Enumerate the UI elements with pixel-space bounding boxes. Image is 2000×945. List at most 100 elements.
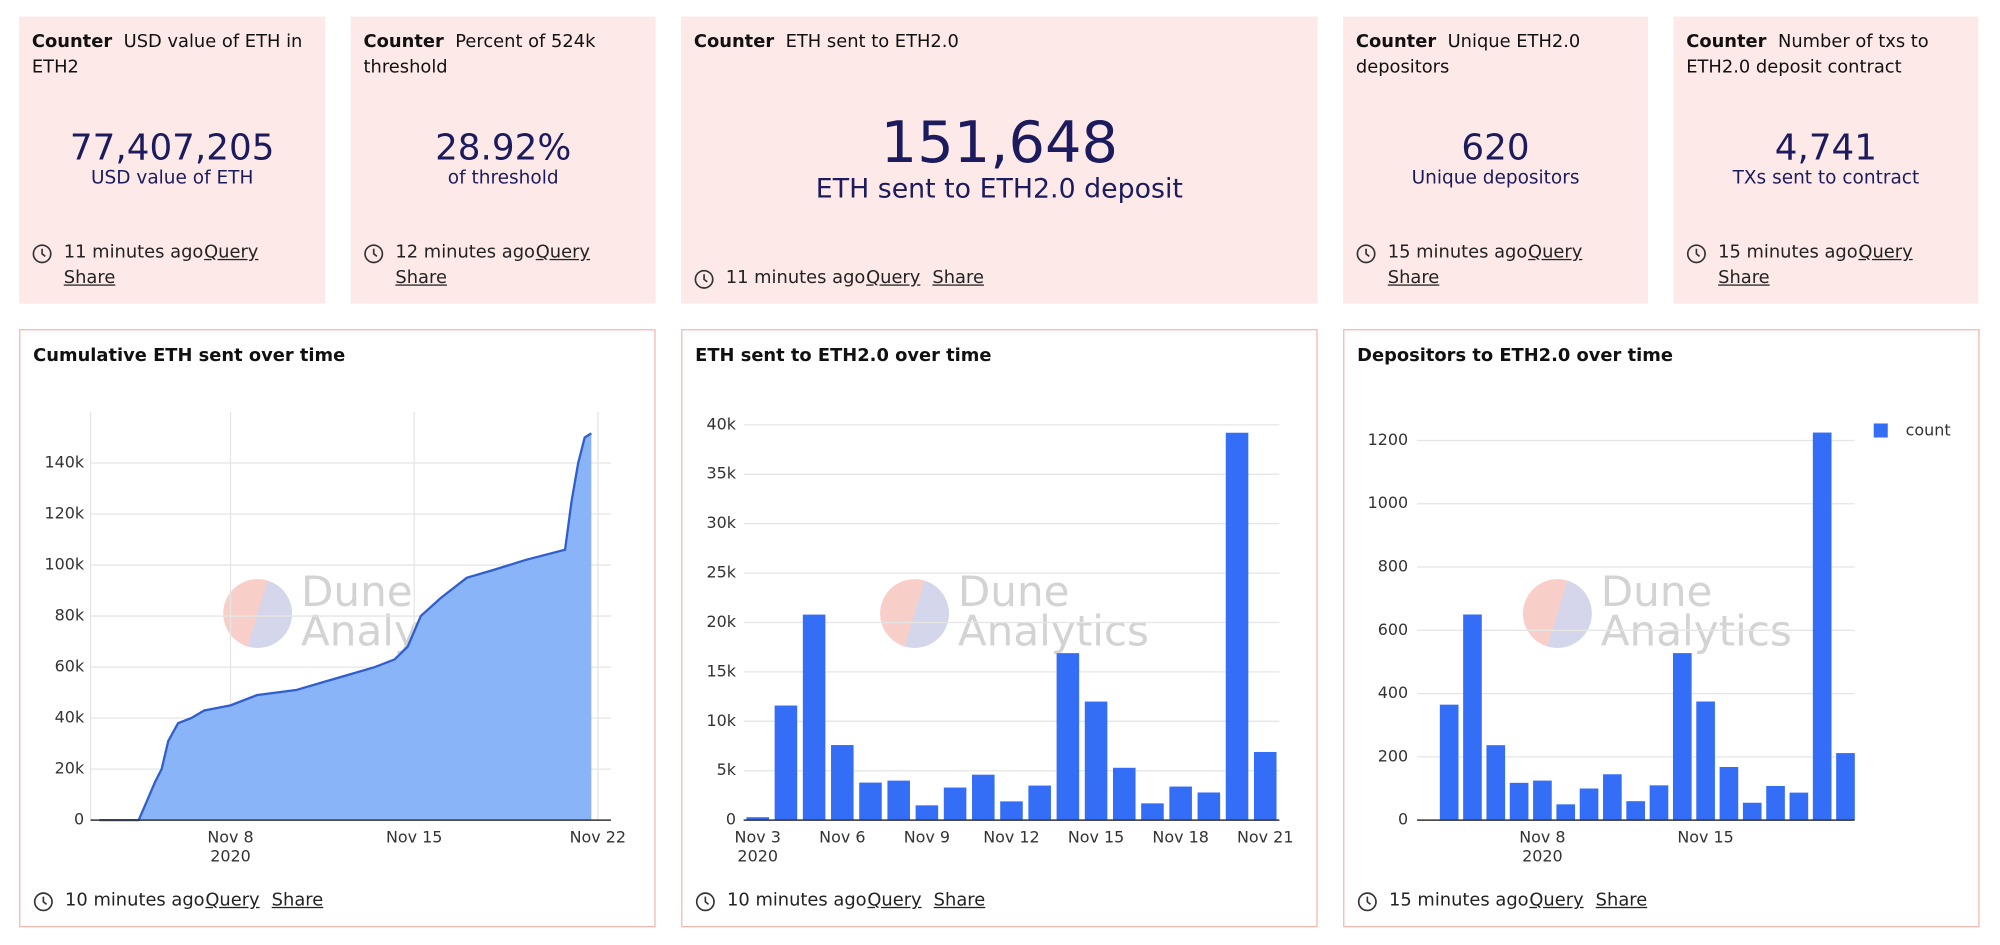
counter-title: Counter ETH sent to ETH2.0 bbox=[694, 29, 1305, 55]
counter-card: Counter Unique ETH2.0 depositors 620 Unique… bbox=[1343, 16, 1648, 304]
share-link[interactable]: Share bbox=[63, 267, 116, 289]
watermark-text: Analytics bbox=[958, 606, 1149, 655]
y-tick-label: 20k bbox=[55, 759, 85, 778]
counter-caption: of threshold bbox=[447, 168, 559, 189]
y-tick-label: 30k bbox=[706, 513, 736, 532]
x-tick-label: Nov 21 bbox=[1237, 828, 1293, 847]
y-tick-label: 800 bbox=[1378, 557, 1408, 576]
share-link[interactable]: Share bbox=[933, 890, 986, 911]
y-tick-label: 1000 bbox=[1368, 493, 1409, 512]
y-tick-label: 1200 bbox=[1368, 430, 1409, 449]
bar bbox=[1225, 432, 1249, 821]
y-tick-label: 200 bbox=[1378, 746, 1408, 765]
y-tick-label: 60k bbox=[55, 657, 85, 676]
updated-time: 12 minutes ago bbox=[395, 242, 535, 263]
x-year-label: 2020 bbox=[1522, 847, 1563, 866]
clock-icon bbox=[1356, 244, 1376, 264]
bar bbox=[1672, 653, 1692, 821]
y-tick-label: 0 bbox=[1398, 810, 1408, 829]
x-tick-label: Nov 3 bbox=[735, 828, 781, 847]
watermark-logo bbox=[223, 579, 293, 648]
clock-hands bbox=[42, 896, 48, 905]
bar bbox=[1169, 786, 1192, 821]
clock-hands bbox=[1365, 248, 1370, 258]
clock-face bbox=[364, 244, 384, 264]
query-link[interactable]: Query bbox=[1529, 890, 1584, 911]
counter-value: 4,741 bbox=[1774, 126, 1878, 169]
counter-card: Counter USD value of ETH in ETH2 77,407,20… bbox=[19, 16, 326, 304]
x-tick-label: Nov 8 bbox=[1519, 828, 1565, 847]
y-tick-label: 5k bbox=[717, 760, 737, 779]
clock-face bbox=[1357, 892, 1377, 912]
updated-time: 15 minutes ago bbox=[1387, 242, 1528, 263]
query-link[interactable]: Query bbox=[1858, 242, 1913, 263]
legend-label: count bbox=[1906, 421, 1951, 440]
clock-hands bbox=[704, 896, 710, 905]
watermark-text: Dune bbox=[958, 567, 1070, 616]
bar bbox=[1789, 792, 1809, 821]
query-link[interactable]: Query bbox=[866, 267, 921, 289]
query-link[interactable]: Query bbox=[535, 242, 590, 263]
x-year-label: 2020 bbox=[210, 847, 251, 866]
y-tick-label: 15k bbox=[706, 661, 736, 680]
bar bbox=[1056, 653, 1080, 821]
counter-kind: Counter bbox=[363, 31, 444, 53]
bar bbox=[1719, 766, 1739, 821]
x-tick-label: Nov 8 bbox=[207, 828, 253, 847]
watermark-logo bbox=[880, 579, 949, 648]
bar bbox=[1486, 745, 1506, 821]
updated-time: 11 minutes ago bbox=[63, 242, 204, 263]
y-tick-label: 0 bbox=[74, 810, 84, 829]
clock-hands bbox=[41, 248, 46, 258]
y-tick-label: 0 bbox=[726, 810, 736, 829]
y-tick-label: 600 bbox=[1378, 620, 1408, 639]
query-link[interactable]: Query bbox=[205, 890, 260, 911]
y-tick-label: 10k bbox=[706, 711, 736, 730]
x-year-label: 2020 bbox=[737, 847, 778, 866]
counter-value: 77,407,205 bbox=[69, 126, 275, 169]
bar bbox=[859, 782, 882, 821]
bar bbox=[972, 774, 995, 821]
share-link[interactable]: Share bbox=[1595, 890, 1648, 911]
chart-card: ETH sent to ETH2.0 over time Dune Analytic… bbox=[681, 329, 1318, 928]
bar bbox=[1112, 767, 1136, 821]
clock-face bbox=[695, 892, 715, 912]
chart-title: Cumulative ETH sent over time bbox=[33, 345, 346, 367]
share-link[interactable]: Share bbox=[1718, 267, 1770, 289]
y-tick-label: 40k bbox=[55, 708, 85, 727]
bar bbox=[1000, 801, 1023, 821]
clock-icon bbox=[694, 269, 714, 289]
share-link[interactable]: Share bbox=[271, 890, 324, 911]
clock-icon bbox=[1686, 244, 1706, 264]
bar bbox=[1836, 753, 1855, 821]
query-link[interactable]: Query bbox=[204, 242, 259, 263]
counter-value: 151,648 bbox=[880, 108, 1119, 177]
counter-title: Counter Number of txs to ETH2.0 deposit c… bbox=[1686, 29, 1965, 80]
share-link[interactable]: Share bbox=[1387, 267, 1440, 289]
watermark-logo bbox=[1522, 579, 1592, 648]
y-tick-label: 120k bbox=[45, 504, 85, 523]
counter-caption: TXs sent to contract bbox=[1732, 168, 1920, 189]
counter-value: 28.92% bbox=[435, 126, 572, 169]
updated-time: 15 minutes ago bbox=[1389, 890, 1529, 911]
share-link[interactable]: Share bbox=[395, 267, 447, 289]
counter-caption: ETH sent to ETH2.0 deposit bbox=[815, 173, 1183, 205]
x-tick-label: Nov 12 bbox=[983, 828, 1039, 847]
bar bbox=[1253, 751, 1277, 821]
query-link[interactable]: Query bbox=[867, 890, 922, 911]
updated-time: 15 minutes ago bbox=[1718, 242, 1858, 263]
clock-face bbox=[694, 269, 714, 289]
counter-title: Counter Percent of 524k threshold bbox=[364, 29, 643, 80]
clock-icon bbox=[32, 244, 52, 264]
query-link[interactable]: Query bbox=[1528, 242, 1583, 263]
share-link[interactable]: Share bbox=[932, 267, 984, 289]
counter-value: 620 bbox=[1461, 126, 1530, 169]
bar bbox=[1028, 785, 1051, 821]
updated-time: 11 minutes ago bbox=[725, 267, 866, 289]
counter-name: USD value of ETH in ETH2 bbox=[31, 31, 303, 78]
updated-time: 10 minutes ago bbox=[65, 890, 205, 911]
watermark-text: Dune bbox=[301, 567, 413, 616]
bar bbox=[1579, 788, 1599, 821]
counter-card: Counter Percent of 524k threshold 28.92% of… bbox=[350, 16, 656, 304]
